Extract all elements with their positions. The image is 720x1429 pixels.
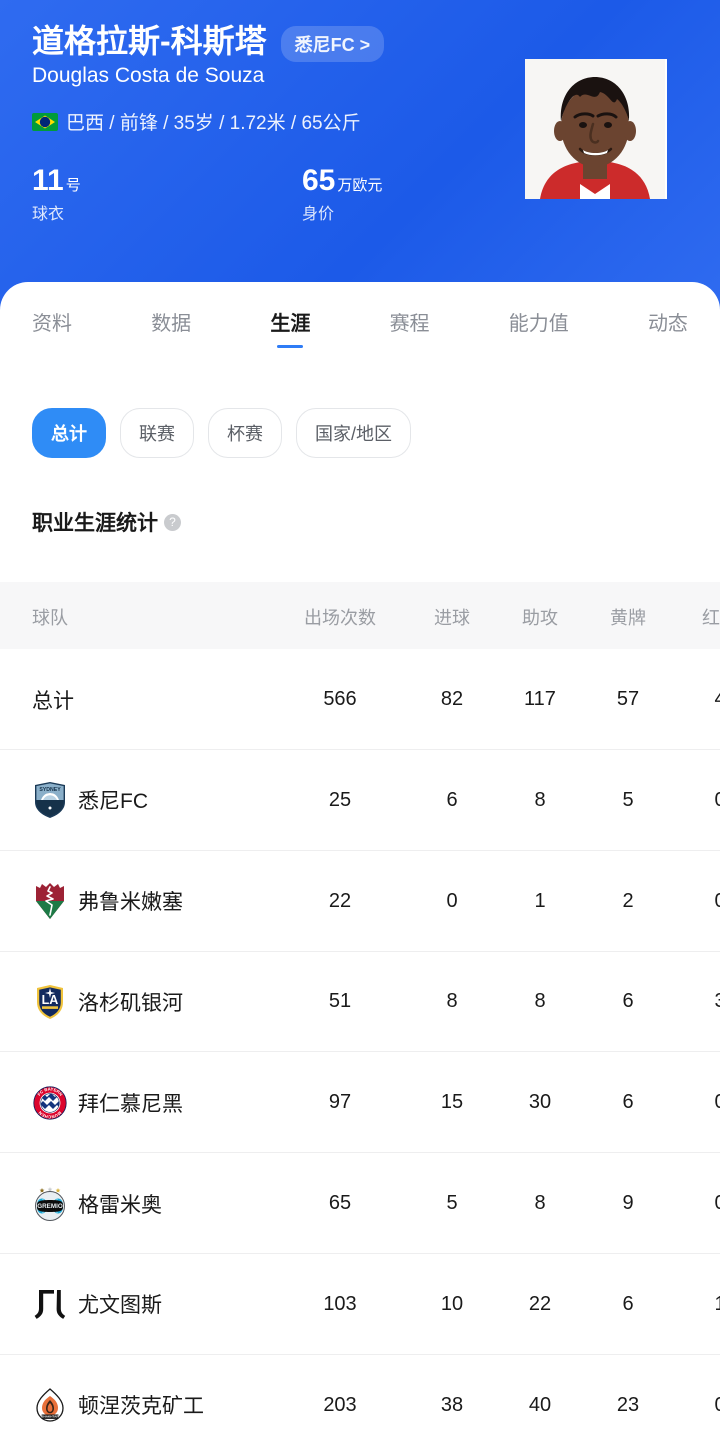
svg-text:GREMIO: GREMIO — [37, 1203, 63, 1210]
svg-text:SHAKHTAR: SHAKHTAR — [41, 1415, 59, 1419]
